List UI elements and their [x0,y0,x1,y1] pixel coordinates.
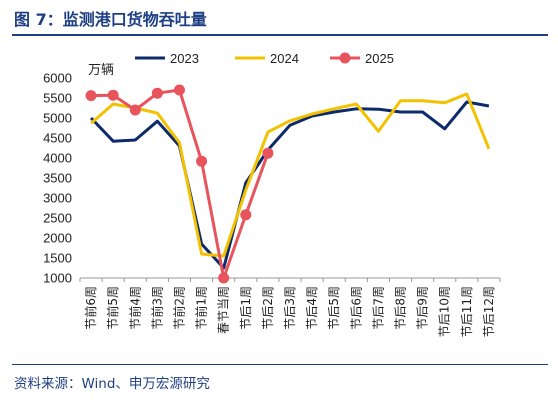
x-tick-label: 春节当周 [217,286,231,334]
y-tick-label: 4500 [43,131,72,146]
y-tick-label: 3500 [43,171,72,186]
legend: 2023 2024 2025 [135,51,394,66]
x-tick-label: 节前5周 [105,286,120,330]
y-tick-label: 5000 [43,111,72,126]
series-line-2025 [91,88,270,280]
x-tick-label: 节后11周 [460,286,474,337]
y-tick-label: 5500 [43,91,72,106]
source-note: 资料来源：Wind、申万宏源研究 [14,376,210,392]
data-point [107,89,119,101]
data-point [129,104,141,116]
x-tick-label: 节后1周 [239,286,253,330]
data-point [196,155,208,167]
series-lines [85,84,491,284]
data-point [262,147,274,159]
data-point [85,90,97,102]
title-divider [12,34,548,36]
series-line-2024 [90,92,491,258]
x-tick-label: 节后4周 [305,286,319,330]
data-point [218,272,230,284]
x-tick-label: 节后3周 [283,286,297,330]
y-tick-label: 6000 [43,71,72,86]
axes: 1000 1500 2000 2500 3000 3500 4000 4500 5000 5500… [43,63,501,337]
x-tick-label: 节前1周 [194,286,209,330]
y-tick-label: 1500 [43,251,72,266]
series-2025 [85,84,274,284]
legend-label: 2025 [365,51,394,66]
series-line-2023 [90,100,490,270]
x-tick-label: 节后8周 [394,286,408,330]
x-tick-label: 节前3周 [149,286,164,330]
y-tick-label: 2000 [43,231,72,246]
legend-marker [339,52,351,64]
legend-label: 2023 [170,51,199,66]
legend-label: 2024 [270,51,299,66]
y-tick-label: 3000 [43,191,72,206]
x-tick-label: 节后2周 [261,286,275,330]
series-2023 [90,100,490,270]
x-tick-label: 节后10周 [438,286,452,337]
data-point [151,87,163,99]
x-tick-label: 节后12周 [482,286,496,337]
y-tick-label: 1000 [43,271,72,286]
x-tick-label: 节后9周 [416,286,430,330]
port-throughput-chart: 1000 1500 2000 2500 3000 3500 4000 4500 5000 5500… [43,51,501,337]
series-2024 [90,92,491,258]
y-unit-label: 万辆 [88,63,114,78]
x-tick-label: 节后6周 [349,286,363,330]
x-tick-label: 节后7周 [371,286,385,330]
x-tick-label: 节前6周 [83,286,98,330]
source-divider [12,364,548,365]
y-tick-label: 2500 [43,211,72,226]
x-tick-label: 节前2周 [171,286,186,330]
figure-title: 图 7：监测港口货物吞吐量 [14,10,207,29]
data-point [240,209,252,221]
data-point [173,84,185,96]
x-tick-label: 节前4周 [127,286,142,330]
y-tick-label: 4000 [43,151,72,166]
x-tick-label: 节后5周 [327,286,341,330]
